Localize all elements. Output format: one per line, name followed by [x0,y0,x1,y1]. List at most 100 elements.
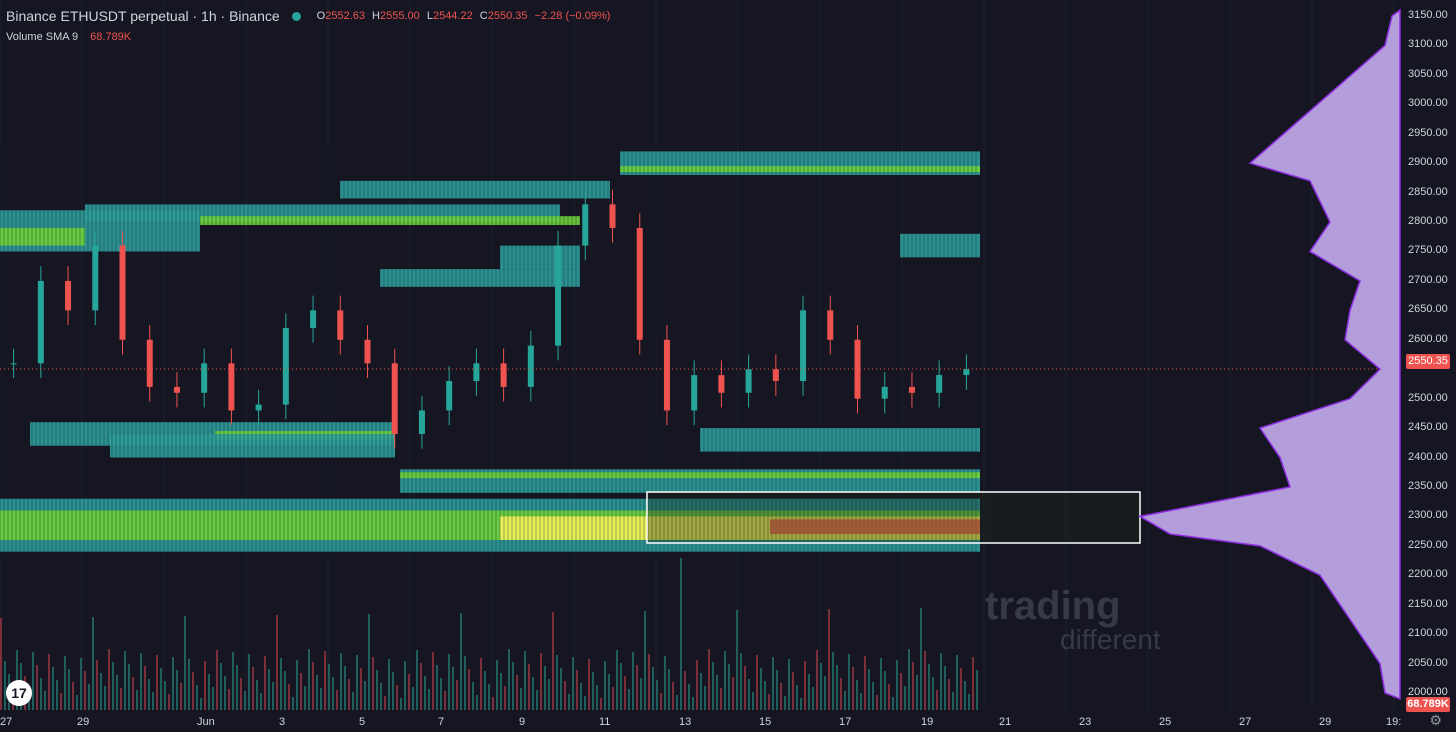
time-axis-label: 27 [1239,716,1252,728]
volume-bar [784,696,786,710]
volume-bar [772,657,774,710]
volume-bar [892,697,894,710]
volume-bar [312,662,314,710]
volume-bar [768,694,770,710]
watermark-subtext: different [1060,624,1161,655]
candle-body [663,339,670,411]
candle-body [854,339,861,399]
volume-bar [560,668,562,710]
candle-body [527,345,534,387]
candle-body [908,386,915,393]
volume-bar [952,692,954,710]
change-value: −2.28 (−0.09%) [534,10,611,22]
price-axis-label: 2500.00 [1408,391,1448,404]
gear-icon[interactable]: ⚙ [1429,712,1442,728]
volume-bar [652,667,654,710]
volume-bar [884,671,886,710]
volume-bar [576,670,578,710]
volume-bar [636,665,638,710]
candle-body [800,310,807,381]
last-price-tag: 2550.35 [1406,354,1450,369]
volume-bar [80,658,82,710]
volume-bar [956,655,958,710]
volume-bar [824,676,826,710]
volume-bar [392,672,394,710]
volume-bar [904,686,906,710]
volume-bar [368,614,370,710]
time-axis-label: 17 [839,716,852,728]
candle-body [391,363,398,434]
volume-bar [200,698,202,710]
price-axis-label: 2100.00 [1408,627,1448,640]
volume-bar [364,681,366,710]
volume-bar [680,558,682,710]
candle-body [609,204,616,228]
volume-bar [508,649,510,710]
time-axis-label: 29 [77,716,90,728]
volume-legend: Volume SMA 9 68.789K [6,31,131,43]
symbol-title[interactable]: Binance ETHUSDT perpetual · 1h · Binance [6,8,280,24]
volume-bar [832,652,834,710]
price-axis-label: 2350.00 [1408,479,1448,492]
volume-bar [60,693,62,710]
volume-bar [276,615,278,710]
volume-bar [932,677,934,710]
volume-bar [72,682,74,710]
volume-bar [296,660,298,710]
volume-bar [828,609,830,710]
time-axis-label: 3 [279,716,286,728]
volume-bar [360,668,362,710]
tradingview-logo-icon[interactable]: 17 [6,680,32,706]
volume-bar [284,671,286,710]
volume-bar [760,668,762,710]
time-axis-label: 9 [519,716,526,728]
volume-bar [856,680,858,710]
time-axis-label: 19: [1386,716,1402,728]
volume-bar [156,655,158,710]
volume-bar [752,692,754,710]
volume-bar [260,693,262,710]
time-axis-label: 25 [1159,716,1172,728]
volume-bar [820,663,822,710]
volume-bar [664,656,666,710]
heatmap-hot-zone [770,519,980,535]
volume-bar [172,657,174,710]
time-axis-label: 11 [599,716,611,728]
heatmap-block [340,180,610,199]
volume-bar [300,673,302,710]
volume-bar [340,653,342,710]
volume-bar [64,656,66,710]
volume-bar [196,685,198,710]
volume-bar [48,654,50,710]
volume-bar [696,660,698,710]
volume-bar [396,685,398,710]
volume-indicator-title[interactable]: Volume SMA 9 [6,31,79,43]
volume-bar [248,654,250,710]
volume-bar [644,611,646,710]
volume-bar [256,680,258,710]
volume-bar [568,694,570,710]
volume-bar [336,690,338,710]
price-axis-label: 2650.00 [1408,303,1448,316]
candle-body [173,386,180,393]
candle-body [936,375,943,393]
volume-bar [872,682,874,710]
volume-bar [620,663,622,710]
volume-bar [132,677,134,710]
volume-bar [908,649,910,710]
volume-bar [212,687,214,710]
volume-bar [588,659,590,710]
volume-bar [88,684,90,710]
volume-bar [168,694,170,710]
candle-body [228,363,235,411]
candle-body [636,227,643,340]
volume-bar [504,686,506,710]
volume-bar [792,672,794,710]
volume-bar [564,681,566,710]
candle-body [92,245,99,311]
volume-bar [224,676,226,710]
volume-bar [924,651,926,710]
time-axis-label: 19 [921,716,934,728]
